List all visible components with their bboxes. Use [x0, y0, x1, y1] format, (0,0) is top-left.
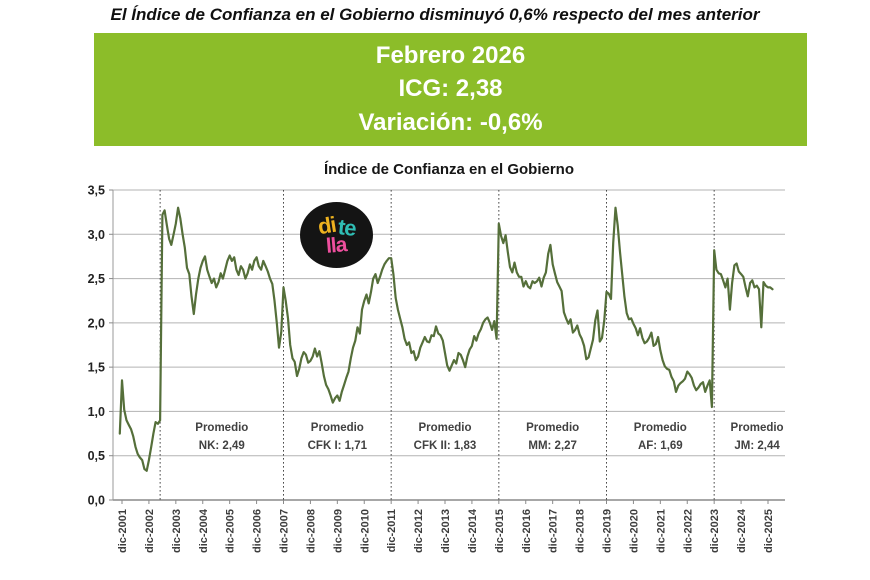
summary-banner: Febrero 2026 ICG: 2,38 Variación: -0,6%	[94, 33, 807, 146]
icg-series-line	[118, 206, 774, 472]
x-tick-label: dic-2018	[575, 509, 587, 553]
x-tick-label: dic-2007	[279, 509, 291, 553]
x-tick-label: dic-2001	[117, 509, 129, 553]
period-average-value: CFK I: 1,71	[308, 440, 368, 452]
period-average-value: AF: 1,69	[638, 440, 683, 452]
period-average-value: NK: 2,49	[199, 440, 245, 452]
x-tick-label: dic-2012	[413, 509, 425, 553]
logo-text-lla: lla	[325, 232, 348, 258]
x-tick-label: dic-2019	[602, 509, 614, 553]
period-average-value: JM: 2,44	[734, 440, 780, 452]
x-tick-label: dic-2006	[252, 509, 264, 553]
x-tick-label: dic-2017	[548, 509, 560, 553]
y-tick-label: 2,0	[88, 316, 105, 330]
x-tick-label: dic-2015	[494, 509, 506, 553]
x-tick-label: dic-2021	[655, 509, 667, 553]
period-average-label: Promedio	[526, 422, 579, 434]
y-tick-label: 1,5	[88, 361, 105, 375]
x-tick-label: dic-2010	[359, 509, 371, 553]
period-average-label: Promedio	[731, 422, 784, 434]
x-tick-label: dic-2023	[709, 509, 721, 553]
x-tick-label: dic-2024	[736, 508, 748, 553]
banner-month: Febrero 2026	[375, 41, 526, 69]
x-tick-label: dic-2009	[332, 509, 344, 553]
x-tick-label: dic-2013	[440, 509, 452, 553]
x-tick-label: dic-2005	[225, 509, 237, 553]
x-tick-label: dic-2014	[467, 508, 479, 553]
ditella-logo: di te lla	[300, 202, 373, 268]
chart-title: Índice de Confianza en el Gobierno	[323, 161, 575, 178]
y-tick-label: 0,0	[88, 494, 105, 508]
y-tick-label: 0,5	[88, 449, 105, 463]
banner-variation: Variación: -0,6%	[358, 108, 543, 136]
y-tick-label: 2,5	[88, 272, 105, 286]
x-tick-label: dic-2022	[682, 509, 694, 553]
x-tick-label: dic-2025	[763, 509, 775, 553]
period-average-label: Promedio	[195, 422, 248, 434]
period-average-label: Promedio	[634, 422, 687, 434]
y-tick-label: 3,0	[88, 228, 105, 242]
y-tick-label: 1,0	[88, 405, 105, 419]
headline: El Índice de Confianza en el Gobierno di…	[110, 5, 760, 24]
x-tick-label: dic-2020	[628, 509, 640, 553]
period-average-value: MM: 2,27	[528, 440, 577, 452]
period-average-value: CFK II: 1,83	[414, 440, 477, 452]
banner-icg-value: ICG: 2,38	[398, 75, 503, 103]
x-tick-label: dic-2004	[198, 508, 210, 553]
y-tick-label: 3,5	[88, 184, 105, 198]
x-tick-label: dic-2003	[171, 509, 183, 553]
period-average-label: Promedio	[418, 422, 471, 434]
x-tick-label: dic-2011	[386, 509, 398, 552]
x-tick-label: dic-2002	[144, 509, 156, 553]
x-tick-label: dic-2008	[305, 509, 317, 553]
x-tick-label: dic-2016	[521, 509, 533, 553]
period-average-label: Promedio	[311, 422, 364, 434]
